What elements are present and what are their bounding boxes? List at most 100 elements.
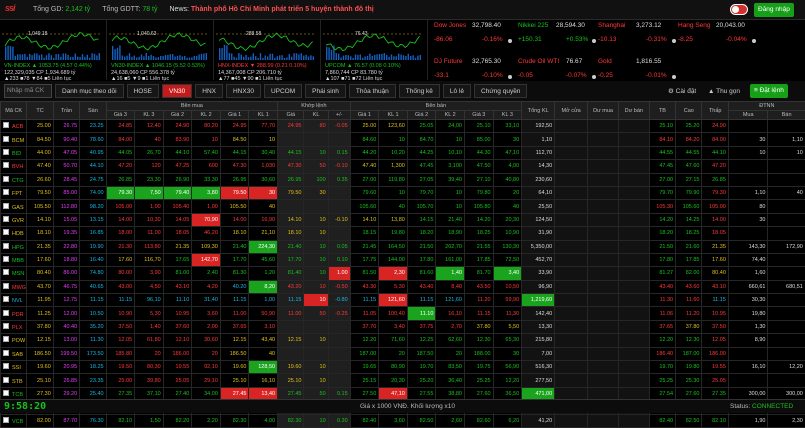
table-row[interactable]: HDB18.1019.3516.8518.0011,0018.0546,2018… — [1, 227, 805, 240]
symbol[interactable]: FPT — [12, 191, 22, 197]
watch-checkbox[interactable] — [3, 203, 9, 209]
watch-checkbox[interactable] — [3, 350, 9, 356]
cell[interactable]: ACB — [1, 120, 27, 133]
login-button[interactable]: Đăng nhập — [754, 3, 794, 17]
cell[interactable]: PDR — [1, 307, 27, 320]
tab-danh-mục-theo-dõi[interactable]: Danh mục theo dõi — [55, 84, 124, 98]
symbol[interactable]: ACB — [12, 124, 23, 130]
watch-checkbox[interactable] — [3, 176, 9, 182]
symbol[interactable]: BCM — [12, 138, 24, 144]
symbol[interactable]: SAB — [12, 352, 23, 358]
watch-checkbox[interactable] — [3, 149, 9, 155]
cell[interactable]: STB — [1, 374, 27, 387]
table-row[interactable]: HPG21.3522.8019.9021.30113,8021.35109,30… — [1, 240, 805, 253]
tab-phái-sinh[interactable]: Phái sinh — [305, 84, 346, 98]
table-row[interactable]: MWG43.7046.7540.6543.004,5043.104,2040.2… — [1, 280, 805, 293]
cell[interactable]: BVH — [1, 160, 27, 173]
symbol[interactable]: SSI — [12, 365, 21, 371]
symbol[interactable]: BVH — [12, 164, 23, 170]
symbol[interactable]: NVL — [12, 298, 23, 304]
watch-checkbox[interactable] — [3, 269, 9, 275]
search-input[interactable]: Nhập mã CK — [4, 84, 52, 98]
watch-checkbox[interactable] — [3, 390, 9, 396]
table-row[interactable]: BCM84.5090.4078.6084.004083.901084.50108… — [1, 133, 805, 146]
watch-checkbox[interactable] — [3, 122, 9, 128]
table-row[interactable]: VCB82.0087.7076.3082.101,5082.202,2082.3… — [1, 414, 805, 427]
watch-checkbox[interactable] — [3, 310, 9, 316]
cell[interactable]: HDB — [1, 227, 27, 240]
cell[interactable]: MWG — [1, 280, 27, 293]
symbol[interactable]: POW — [12, 338, 25, 344]
cell[interactable]: BID — [1, 146, 27, 159]
watch-checkbox[interactable] — [3, 243, 9, 249]
symbol[interactable]: PDR — [12, 312, 24, 318]
cell[interactable]: MBB — [1, 253, 27, 266]
symbol[interactable]: PLX — [12, 325, 22, 331]
cell[interactable]: BCM — [1, 133, 27, 146]
watch-checkbox[interactable] — [3, 229, 9, 235]
cell[interactable]: SAB — [1, 347, 27, 360]
cell[interactable]: CTG — [1, 173, 27, 186]
symbol[interactable]: TCB — [12, 392, 23, 398]
settings-button[interactable]: ⚙ Cài đặt — [668, 87, 696, 95]
news-ticker[interactable]: News: Thành phố Hồ Chí Minh phát triển 5… — [170, 6, 374, 13]
tab-hose[interactable]: HOSE — [127, 84, 159, 98]
cell[interactable]: HPG — [1, 240, 27, 253]
watch-checkbox[interactable] — [3, 189, 9, 195]
index-vn30-index[interactable]: 1,040.63VN30-INDEX ▲ 1046.15 (5.52 0.53%… — [107, 20, 214, 80]
watch-checkbox[interactable] — [3, 296, 9, 302]
watch-checkbox[interactable] — [3, 417, 9, 423]
cell[interactable]: GVR — [1, 213, 27, 226]
table-row[interactable]: ACB25.0026.7523.2524.8512,4024.9080,2024… — [1, 120, 805, 133]
tab-lô-lẻ[interactable]: Lô lẻ — [443, 84, 471, 98]
watch-checkbox[interactable] — [3, 323, 9, 329]
cell[interactable]: NVL — [1, 294, 27, 307]
symbol[interactable]: MSN — [12, 271, 24, 277]
world-gold[interactable]: Gold1,816.55 — [598, 58, 720, 70]
theme-toggle[interactable] — [730, 4, 748, 15]
tab-chứng-quyền[interactable]: Chứng quyền — [474, 84, 527, 98]
table-row[interactable]: GVR14.1015.0513.1514.0010,3014.0570,9014… — [1, 213, 805, 226]
cell[interactable]: FPT — [1, 186, 27, 199]
table-row[interactable]: MSN80.4086.0074.8080.003,9081.002,4081.3… — [1, 267, 805, 280]
table-row[interactable]: NVL11.9512.7511.1511.1596,1011.1031,4011… — [1, 294, 805, 307]
tab-upcom[interactable]: UPCOM — [264, 84, 302, 98]
symbol[interactable]: MBB — [12, 258, 24, 264]
order-button[interactable]: ≡ Đặt lệnh — [750, 84, 788, 98]
watch-checkbox[interactable] — [3, 377, 9, 383]
symbol[interactable]: CTG — [12, 178, 24, 184]
index-vn-index[interactable]: 1,049.18VN-INDEX ▲ 1053.75 (4.57 0.44%)1… — [0, 20, 107, 80]
table-row[interactable]: PLX37.8040.4035.2037.501,4037.602,0037.6… — [1, 320, 805, 333]
cell[interactable]: PLX — [1, 320, 27, 333]
table-row[interactable]: FPT79.5085.0074.0079.307,5079.403,8079.5… — [1, 186, 805, 199]
table-row[interactable]: CTG26.6028.4524.7526.8523,3026.9033,3026… — [1, 173, 805, 186]
tab-hnx[interactable]: HNX — [195, 84, 223, 98]
table-row[interactable]: BVH47.4050.7044.1047.2012047.2560047.301… — [1, 160, 805, 173]
symbol[interactable]: MWG — [12, 285, 26, 291]
index-hnx-index[interactable]: 288.58HNX-INDEX ▼ 288.99 (0.21 0.10%)14,… — [214, 20, 321, 80]
symbol[interactable]: GVR — [12, 218, 24, 224]
table-row[interactable]: STB25.1026.8523.3525.0039,8025.0529,1025… — [1, 374, 805, 387]
watch-checkbox[interactable] — [3, 283, 9, 289]
table-row[interactable]: SAB186.50199.50173.50185.8020186.0020186… — [1, 347, 805, 360]
watch-checkbox[interactable] — [3, 336, 9, 342]
symbol[interactable]: STB — [12, 379, 23, 385]
cell[interactable]: MSN — [1, 267, 27, 280]
tab-vn30[interactable]: VN30 — [162, 84, 192, 98]
symbol[interactable]: BID — [12, 151, 21, 157]
watch-checkbox[interactable] — [3, 363, 9, 369]
tab-thỏa-thuận[interactable]: Thỏa thuận — [349, 84, 396, 98]
table-row[interactable]: POW12.1513.0011.3012.0561,8012.1030,6012… — [1, 334, 805, 347]
cell[interactable]: POW — [1, 334, 27, 347]
tab-hnx30[interactable]: HNX30 — [226, 84, 261, 98]
collapse-button[interactable]: ▲ Thu gọn — [708, 88, 740, 95]
cell[interactable]: SSI — [1, 361, 27, 374]
tab-thống-kê[interactable]: Thống kê — [399, 84, 440, 98]
watch-checkbox[interactable] — [3, 136, 9, 142]
cell[interactable]: GAS — [1, 200, 27, 213]
table-row[interactable]: BID44.0047.0540.9544.0526,7044.1057,4044… — [1, 146, 805, 159]
symbol[interactable]: VCB — [12, 419, 23, 425]
index-upcom[interactable]: 76.43UPCOM ▲ 76.57 (0.08 0.10%)7,860,744… — [321, 20, 428, 80]
watch-checkbox[interactable] — [3, 256, 9, 262]
world-hang-seng[interactable]: Hang Seng20,043.00 — [678, 22, 800, 34]
